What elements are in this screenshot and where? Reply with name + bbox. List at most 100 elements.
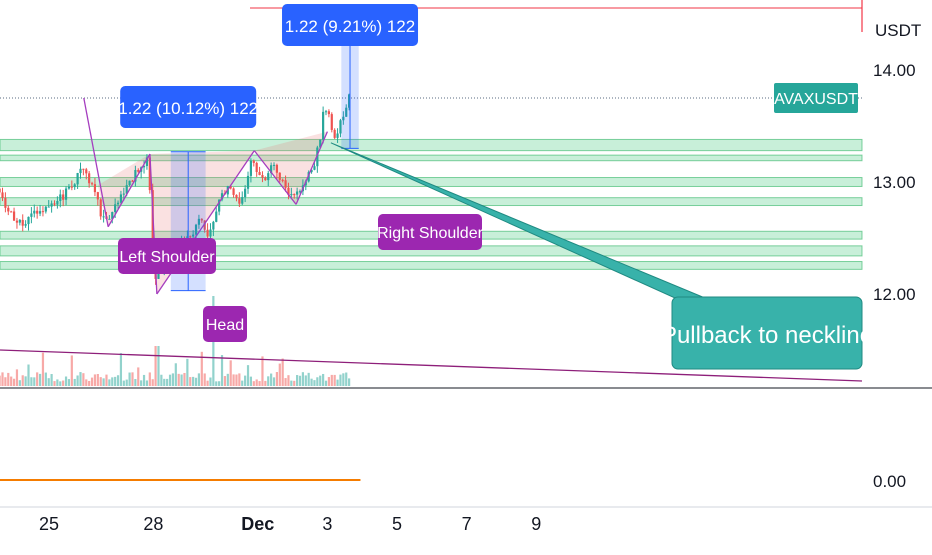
candle-body — [322, 111, 325, 140]
candle-body — [36, 210, 39, 214]
volume-bar — [90, 377, 94, 386]
candle-body — [212, 221, 215, 230]
y-tick-label: 12.00 — [873, 285, 916, 304]
volume-bar — [223, 376, 227, 386]
measure-label-2: 1.22 (9.21%) 122 — [285, 17, 415, 36]
axes: USDT 14.00 13.00 12.00 0.00 AVAXUSDT 25 28 Dec 3 5… — [0, 21, 932, 534]
candle-body — [134, 169, 137, 182]
volume-bar — [218, 381, 221, 386]
candle-body — [96, 192, 99, 200]
candle-body — [278, 172, 281, 180]
candle-body — [287, 187, 290, 195]
volume-bar — [134, 379, 137, 386]
volume-bar — [96, 374, 99, 386]
volume-bar — [116, 375, 120, 386]
volume-bar — [313, 380, 316, 386]
candle-body — [50, 203, 53, 207]
candle-body — [203, 220, 206, 230]
volume-bar — [1, 372, 4, 386]
candle-body — [76, 173, 79, 185]
candle-body — [293, 194, 296, 196]
volume-bar — [206, 380, 209, 386]
volume-bar — [79, 372, 82, 386]
volume-bar — [229, 360, 232, 386]
candle-body — [0, 188, 1, 193]
candle-body — [1, 192, 4, 198]
volume-bar — [324, 380, 328, 386]
volume-bar — [151, 379, 154, 386]
candle-body — [270, 165, 273, 174]
volume-bar — [88, 380, 91, 386]
candle-body — [12, 211, 16, 221]
volume-bar — [197, 373, 201, 386]
symbol-badge — [774, 83, 858, 113]
volume-bar — [163, 378, 166, 386]
candle-body — [41, 211, 45, 213]
volume-bar — [264, 380, 267, 386]
volume-bar — [53, 381, 56, 386]
left-shoulder-line-b — [107, 153, 151, 228]
volume-bar — [73, 378, 76, 386]
candle-body — [10, 211, 13, 213]
candle-body — [255, 162, 258, 173]
volume-bar — [186, 358, 189, 386]
candle-body — [88, 173, 91, 184]
volume-bar — [189, 377, 192, 386]
pattern-labels: Left Shoulder Head Right Shoulder Pullback … — [118, 142, 873, 370]
volume-bar — [111, 377, 114, 386]
volume-bars — [0, 296, 351, 386]
head-label-box — [203, 306, 247, 342]
candle-body — [142, 165, 146, 168]
candle-body — [38, 211, 42, 214]
candle-body — [281, 179, 284, 181]
volume-bar — [348, 378, 351, 386]
candle-body — [220, 193, 224, 200]
volume-bar — [255, 379, 258, 386]
volume-bar — [345, 372, 348, 386]
volume-bar — [319, 375, 322, 386]
candle-body — [128, 180, 131, 186]
candle-body — [33, 210, 36, 214]
candle-body — [15, 220, 19, 223]
volume-bar — [27, 364, 30, 386]
x-tick-label: 5 — [392, 514, 402, 534]
volume-bar — [249, 376, 253, 386]
volume-bar — [252, 381, 255, 386]
volume-bar — [85, 379, 88, 386]
volume-bar — [47, 378, 50, 386]
candle-body — [4, 197, 7, 208]
volume-bar — [209, 377, 212, 386]
volume-bar — [281, 358, 284, 386]
candle-body — [194, 224, 198, 235]
candle-body — [197, 218, 201, 225]
candle-body — [119, 194, 123, 203]
candle-body — [267, 173, 270, 181]
candle-body — [232, 188, 235, 195]
x-tick-label: Dec — [241, 514, 274, 534]
right-shoulder-area — [254, 131, 328, 205]
candle-body — [70, 186, 73, 188]
volume-bar — [76, 375, 79, 386]
volume-bar — [278, 363, 281, 386]
volume-bar — [310, 378, 313, 386]
sr-zone — [0, 261, 863, 270]
volume-bar — [284, 378, 287, 386]
volume-bar — [0, 375, 1, 386]
right-shoulder-line-b — [295, 131, 328, 205]
candle-body — [333, 129, 336, 138]
volume-bar — [125, 379, 128, 386]
candle-body — [125, 185, 128, 194]
candle-body — [82, 168, 85, 170]
x-tick-label: 25 — [39, 514, 59, 534]
symbol-label: AVAXUSDT — [774, 91, 858, 108]
volume-bar — [15, 369, 19, 386]
measure-label-1: 1.22 (10.12%) 122 — [118, 99, 258, 118]
volume-bar — [232, 374, 235, 386]
volume-bar — [131, 372, 134, 386]
volume-bar — [157, 346, 160, 386]
y-tick-label: 14.00 — [873, 61, 916, 80]
volume-trendline — [0, 349, 863, 382]
currency-label: USDT — [875, 21, 921, 40]
